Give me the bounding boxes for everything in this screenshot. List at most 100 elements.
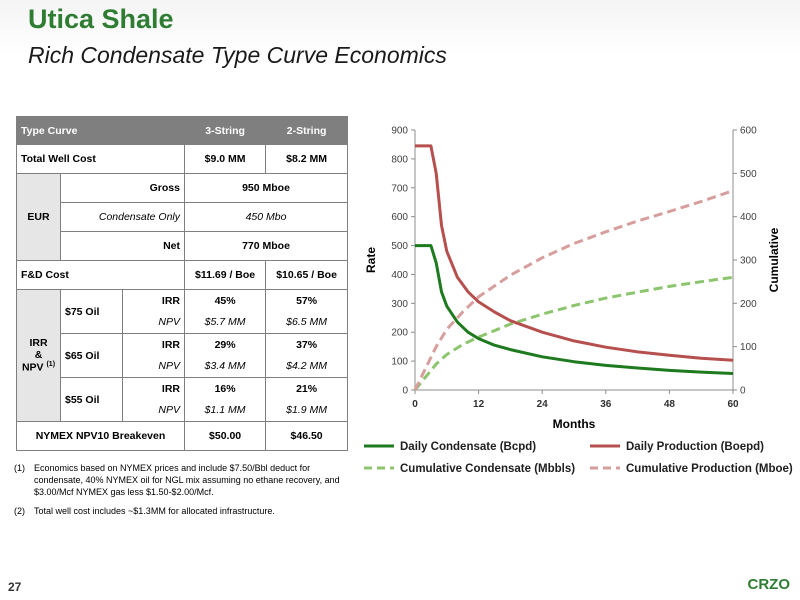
chart-axes: 0100200300400500600700800900010020030040…: [391, 126, 757, 411]
label-oil-65: $65 Oil: [60, 333, 123, 378]
y-tick-label: 600: [391, 212, 408, 223]
legend-label-0: Daily Condensate (Bcpd): [400, 441, 536, 453]
label-eur-gross: Gross: [60, 173, 185, 203]
value-breakeven-3: $50.00: [183, 421, 267, 451]
row-npv-65: NPV $3.4 MM $4.2 MM: [17, 355, 348, 378]
value-fd-2: $10.65 / Boe: [265, 260, 348, 290]
y2-tick-label: 300: [740, 256, 757, 267]
label-eur-condensate: Condensate Only: [60, 202, 185, 232]
series-line-3: [413, 189, 734, 391]
value-npv-55-3: $1.1 MM: [183, 399, 267, 422]
y2-axis-label: Cumulative: [767, 227, 781, 292]
label-fd-cost: F&D Cost: [16, 260, 185, 290]
y-tick-label: 800: [391, 154, 408, 165]
label-amp: &: [34, 349, 43, 362]
row-fd-cost: F&D Cost $11.69 / Boe $10.65 / Boe: [16, 260, 348, 290]
value-npv-55-2: $1.9 MM: [265, 399, 348, 422]
label-npv-65: NPV: [122, 355, 185, 378]
header-2-string: 2-String: [265, 116, 348, 145]
label-irr: IRR: [29, 337, 48, 350]
value-npv-65-3: $3.4 MM: [183, 355, 267, 378]
row-eur-condensate: Condensate Only 450 Mbo: [17, 202, 348, 232]
label-breakeven: NYMEX NPV10 Breakeven: [16, 421, 185, 451]
row-irr-75: IRR & NPV (1) $75 Oil IRR 45% 57%: [16, 289, 348, 422]
value-npv-75-2: $6.5 MM: [265, 311, 348, 334]
legend-label-2: Cumulative Condensate (Mbbls): [400, 463, 575, 475]
footnote-1-text: Economics based on NYMEX prices and incl…: [34, 463, 340, 497]
value-breakeven-2: $46.50: [265, 421, 348, 451]
x-axis-label: Months: [553, 417, 596, 431]
footnote-1: (1) Economics based on NYMEX prices and …: [14, 462, 354, 498]
row-irr-55: $55 Oil IRR 16% 21%: [17, 377, 348, 422]
value-npv-65-2: $4.2 MM: [265, 355, 348, 378]
table-header-row: Type Curve 3-String 2-String: [16, 116, 348, 145]
value-irr-55-2: 21%: [265, 377, 348, 400]
chart-legend: Daily Condensate (Bcpd) Daily Production …: [364, 441, 793, 475]
row-npv-75: NPV $5.7 MM $6.5 MM: [17, 311, 348, 334]
page-number: 27: [8, 580, 22, 594]
y2-tick-label: 100: [740, 342, 757, 353]
x-tick-label: 60: [727, 399, 739, 410]
label-irr-npv: IRR & NPV (1): [16, 289, 61, 422]
y2-tick-label: 200: [740, 299, 757, 310]
label-irr-75: IRR: [122, 289, 185, 312]
value-eur-gross: 950 Mboe: [184, 173, 348, 203]
value-irr-65-2: 37%: [265, 333, 348, 356]
label-npv-55: NPV: [122, 399, 185, 422]
value-npv-75-3: $5.7 MM: [183, 311, 267, 334]
label-irr-55: IRR: [122, 377, 185, 400]
header-band: [0, 0, 800, 78]
label-npv-note: (1): [46, 361, 56, 369]
y-tick-label: 500: [391, 241, 408, 252]
footnote-2-num: (2): [14, 506, 25, 516]
header-type-curve: Type Curve: [16, 116, 185, 145]
label-npv-wrap: NPV (1): [21, 361, 56, 374]
type-curve-chart: 0100200300400500600700800900010020030040…: [364, 126, 781, 432]
row-total-well-cost: Total Well Cost $9.0 MM $8.2 MM: [16, 144, 348, 174]
footnotes: (1) Economics based on NYMEX prices and …: [14, 462, 354, 524]
footnote-2: (2) Total well cost includes ~$1.3MM for…: [14, 505, 354, 517]
chart-labels: Months Rate Cumulative: [364, 227, 781, 431]
row-eur-net: Net 770 Mboe: [17, 231, 348, 261]
label-irr-65: IRR: [122, 333, 185, 356]
footnote-2-text: Total well cost includes ~$1.3MM for all…: [34, 506, 275, 516]
slide-title: Utica Shale: [28, 4, 174, 34]
series-line-1: [415, 144, 734, 362]
y-tick-label: 700: [391, 183, 408, 194]
value-irr-65-3: 29%: [183, 333, 267, 356]
row-eur-gross: EUR Gross 950 Mboe: [16, 173, 348, 261]
x-tick-label: 0: [412, 399, 418, 410]
y-tick-label: 200: [391, 328, 408, 339]
label-eur-net: Net: [60, 231, 185, 261]
row-breakeven: NYMEX NPV10 Breakeven $50.00 $46.50: [16, 421, 348, 451]
label-oil-55: $55 Oil: [60, 377, 123, 422]
y-tick-label: 100: [391, 357, 408, 368]
label-total-well-cost: Total Well Cost: [16, 144, 185, 174]
x-tick-label: 24: [537, 399, 549, 410]
label-oil-75: $75 Oil: [60, 289, 123, 334]
y-axis-label: Rate: [364, 247, 378, 273]
y2-tick-label: 400: [740, 212, 757, 223]
legend-label-1: Daily Production (Boepd): [626, 441, 764, 453]
value-irr-55-3: 16%: [183, 377, 267, 400]
legend-label-3: Cumulative Production (Mboe): [626, 463, 793, 475]
y2-tick-label: 500: [740, 169, 757, 180]
value-eur-net: 770 Mboe: [184, 231, 348, 261]
y-tick-label: 900: [391, 126, 408, 137]
x-tick-label: 12: [473, 399, 485, 410]
company-logo: CRZO: [747, 576, 791, 593]
value-irr-75-2: 57%: [265, 289, 348, 312]
y-tick-label: 300: [391, 299, 408, 310]
value-twc-3: $9.0 MM: [183, 144, 267, 174]
row-npv-55: NPV $1.1 MM $1.9 MM: [17, 399, 348, 422]
x-tick-label: 36: [600, 399, 612, 410]
value-eur-condensate: 450 Mbo: [184, 202, 348, 232]
series-line-0: [415, 244, 734, 375]
row-irr-65: $65 Oil IRR 29% 37%: [17, 333, 348, 378]
label-npv-75: NPV: [122, 311, 185, 334]
slide-subtitle: Rich Condensate Type Curve Economics: [28, 42, 447, 68]
economics-table: Type Curve 3-String 2-String Total Well …: [16, 116, 348, 451]
y2-tick-label: 0: [740, 386, 746, 397]
value-twc-2: $8.2 MM: [265, 144, 348, 174]
footnote-1-num: (1): [14, 463, 25, 473]
